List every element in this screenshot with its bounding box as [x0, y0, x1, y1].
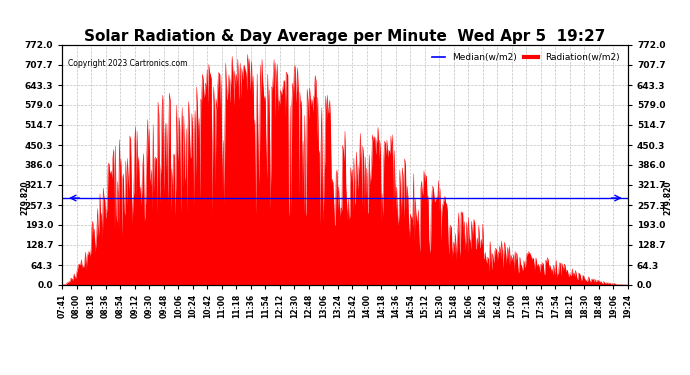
Title: Solar Radiation & Day Average per Minute  Wed Apr 5  19:27: Solar Radiation & Day Average per Minute…	[84, 29, 606, 44]
Legend: Median(w/m2), Radiation(w/m2): Median(w/m2), Radiation(w/m2)	[428, 50, 623, 66]
Text: 279.820: 279.820	[663, 181, 672, 215]
Text: 279.820: 279.820	[21, 181, 30, 215]
Text: Copyright 2023 Cartronics.com: Copyright 2023 Cartronics.com	[68, 59, 187, 68]
